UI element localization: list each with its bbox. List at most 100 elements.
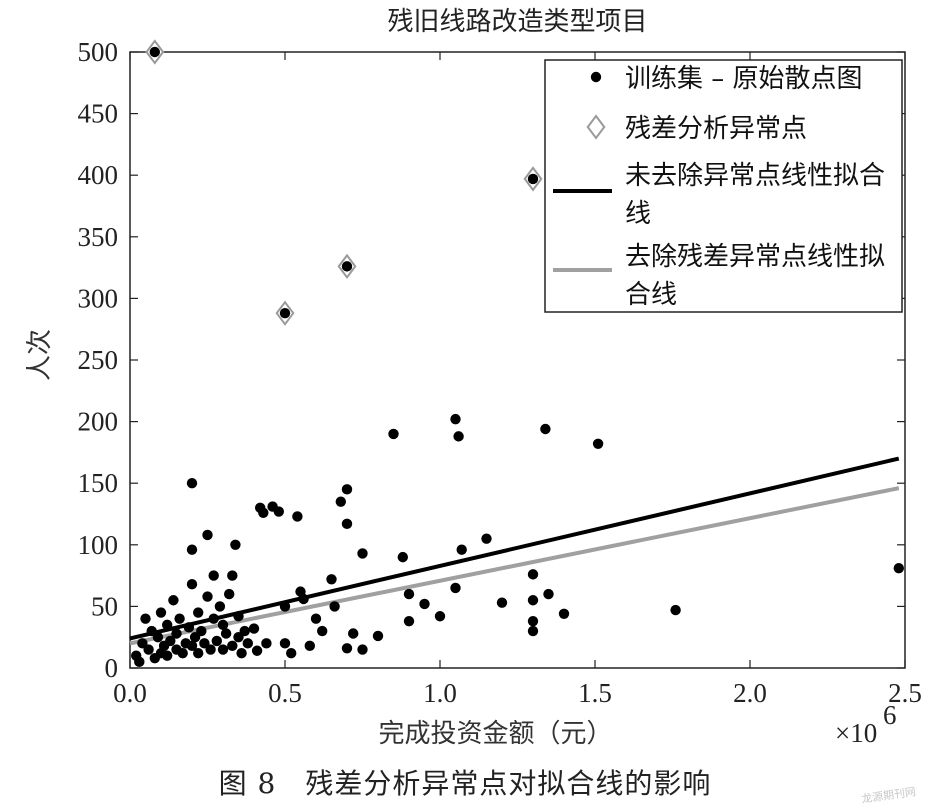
data-point xyxy=(186,640,198,652)
data-point xyxy=(162,619,173,631)
data-point xyxy=(481,533,492,544)
data-point xyxy=(186,544,198,555)
data-point xyxy=(558,608,570,619)
data-point xyxy=(292,511,303,522)
data-point xyxy=(543,588,554,600)
legend-label-fit-all-line2: 线 xyxy=(625,199,651,229)
data-point xyxy=(220,628,232,639)
y-tick-label: 0 xyxy=(105,653,119,683)
y-tick-label: 100 xyxy=(78,530,119,560)
x-axis-multiplier: ×10 xyxy=(835,718,877,748)
data-point xyxy=(450,413,461,425)
legend-marker-diamond xyxy=(586,114,606,140)
data-point xyxy=(341,261,353,272)
figure-caption: 图 8 残差分析异常点对拟合线的影响 xyxy=(218,767,712,800)
y-tick-label: 150 xyxy=(78,468,119,498)
data-point xyxy=(205,644,216,655)
y-tick-label: 300 xyxy=(78,283,119,313)
data-point xyxy=(186,478,198,489)
data-point xyxy=(233,611,244,622)
data-point xyxy=(202,529,213,541)
data-point xyxy=(140,613,151,624)
data-point xyxy=(239,625,250,637)
data-point xyxy=(450,582,461,594)
data-point xyxy=(357,644,368,655)
data-point xyxy=(227,570,238,581)
data-point xyxy=(341,643,353,654)
data-point xyxy=(540,423,551,435)
y-tick-label: 250 xyxy=(78,345,119,375)
data-point xyxy=(456,544,467,555)
legend-label-fit-all-line1: 未去除异常点线性拟合 xyxy=(625,161,885,191)
x-tick-label: 0.0 xyxy=(113,678,147,708)
legend-marker-points xyxy=(590,71,602,83)
data-point xyxy=(193,607,204,618)
data-point xyxy=(251,645,263,656)
y-tick-label: 350 xyxy=(78,222,119,252)
data-point xyxy=(214,601,226,612)
data-point xyxy=(372,630,384,642)
data-point xyxy=(496,597,508,608)
data-point xyxy=(403,588,415,600)
data-point xyxy=(317,625,328,637)
data-point xyxy=(186,579,198,590)
data-point xyxy=(279,601,291,612)
data-point xyxy=(165,635,176,647)
data-point xyxy=(397,551,408,563)
x-axis-multiplier-exponent: 6 xyxy=(883,700,897,730)
chart-title: 残旧线路改造类型项目 xyxy=(387,7,647,37)
y-tick-label: 400 xyxy=(78,160,119,190)
data-point xyxy=(348,628,359,639)
data-point xyxy=(168,595,179,606)
data-point xyxy=(171,628,182,639)
y-axis-label: 人次 xyxy=(25,329,55,381)
x-tick-label: 1.5 xyxy=(578,678,612,708)
data-point xyxy=(341,484,353,495)
y-tick-label: 200 xyxy=(78,407,119,437)
scatter-chart: 0 50 100 150 200 250 300 350 400 450 500 0.0 0.5 1.0 1… xyxy=(25,7,922,749)
data-point xyxy=(279,307,291,319)
data-point xyxy=(230,539,241,550)
data-point xyxy=(893,563,904,574)
data-point xyxy=(143,644,154,655)
data-point xyxy=(419,598,430,610)
y-tick-label: 500 xyxy=(78,37,119,67)
data-point xyxy=(357,548,368,559)
legend-label-fit-cleaned-line2: 合线 xyxy=(625,280,677,310)
data-point xyxy=(304,640,315,652)
data-point xyxy=(527,173,539,185)
data-point xyxy=(434,611,446,622)
data-point xyxy=(258,507,269,518)
x-axis-label: 完成投资金额（元） xyxy=(378,719,612,749)
x-tick-label: 1.0 xyxy=(423,678,457,708)
data-point xyxy=(592,438,604,449)
data-point xyxy=(217,644,229,655)
data-point xyxy=(242,638,253,649)
data-point xyxy=(527,625,539,637)
data-point xyxy=(310,613,322,624)
data-point xyxy=(149,46,160,58)
legend-label-points: 训练集 – 原始散点图 xyxy=(625,64,863,94)
data-point xyxy=(279,638,291,649)
data-point xyxy=(670,604,681,616)
data-point xyxy=(403,615,415,627)
data-point xyxy=(224,588,235,600)
data-point xyxy=(183,622,195,633)
data-point xyxy=(248,623,260,634)
x-tick-label: 0.5 xyxy=(268,678,302,708)
data-point xyxy=(341,518,353,530)
data-point xyxy=(527,569,539,580)
x-tick-label: 2.5 xyxy=(888,678,922,708)
data-point xyxy=(152,632,164,643)
legend-label-diamond: 残差分析异常点 xyxy=(625,114,807,144)
data-point xyxy=(174,613,185,624)
data-point xyxy=(217,619,229,631)
data-point xyxy=(236,648,247,659)
data-point xyxy=(527,595,539,606)
data-point xyxy=(329,601,340,612)
data-point xyxy=(298,593,309,605)
data-point xyxy=(335,496,346,507)
data-point xyxy=(162,650,173,661)
data-point xyxy=(193,648,204,659)
data-point xyxy=(155,607,167,618)
